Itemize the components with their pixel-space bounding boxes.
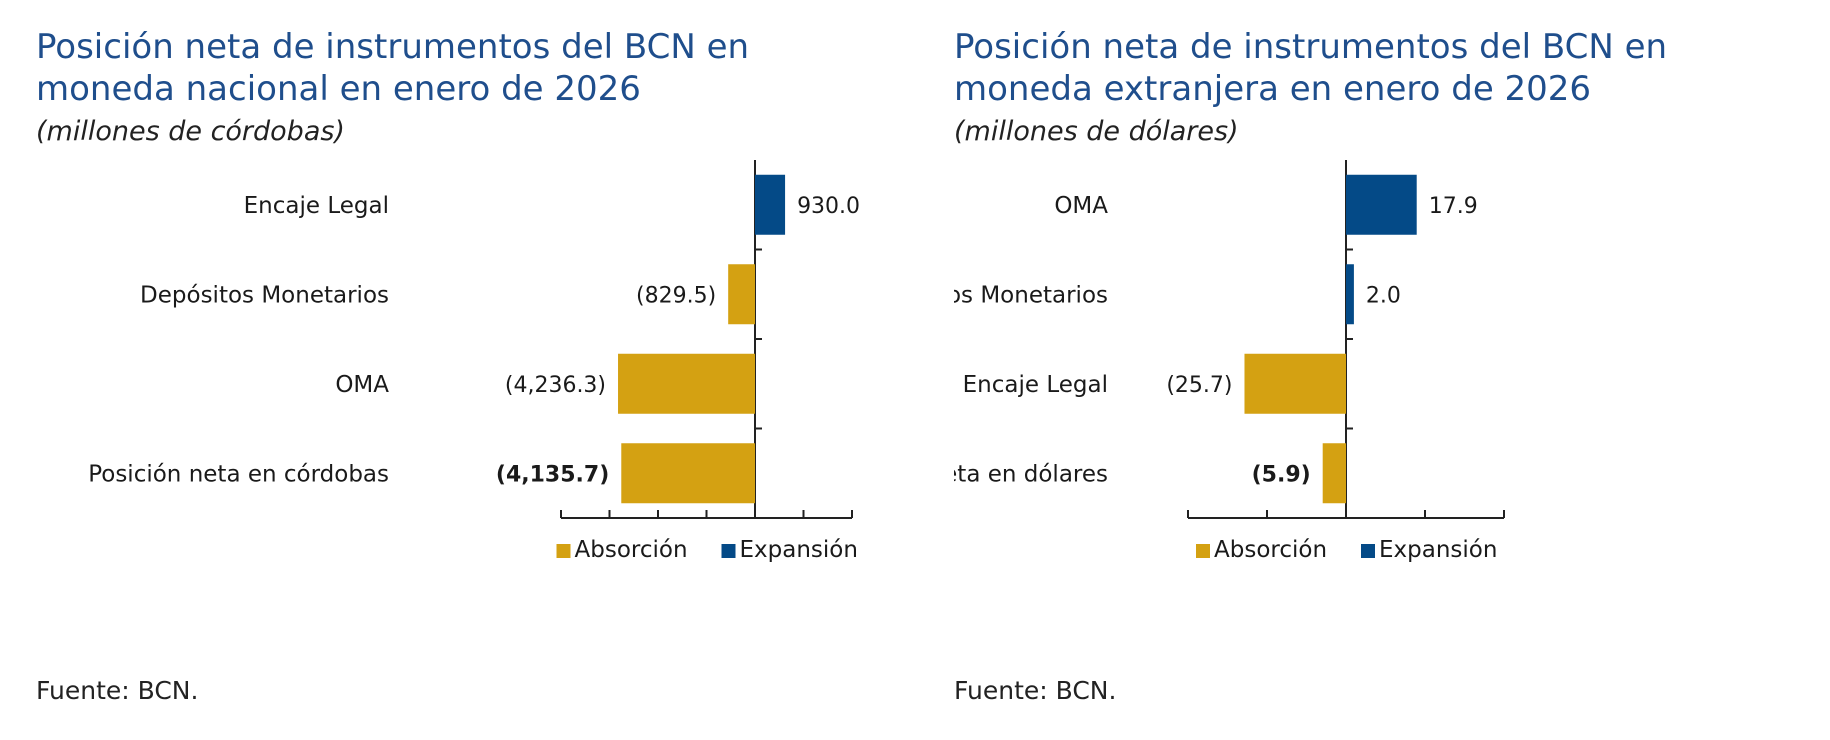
bar-chart-extranjera: OMA 17.9 Depósitos Monetarios 2.0 Encaje Leg… [954,160,1505,563]
chart-source: Fuente: BCN. [954,676,1117,705]
chart-panel-extranjera: Posición neta de instrumentos del BCN en… [954,0,1830,740]
chart-subtitle: (millones de córdobas) [36,116,345,147]
legend-label-expansion: Expansión [740,537,858,563]
data-label: (4,236.3) [505,373,606,398]
category-label: Encaje Legal [963,372,1108,398]
data-label: 930.0 [797,194,860,219]
bar [728,264,755,325]
legend-swatch-absorption [1196,544,1210,558]
chart-title: Posición neta de instrumentos del BCN en… [36,27,750,109]
legend-swatch-absorption [556,544,571,558]
category-label: OMA [1054,193,1108,219]
bar [1346,264,1354,325]
legend-label-expansion: Expansión [1379,537,1497,563]
chart-title: Posición neta de instrumentos del BCN en… [954,27,1668,109]
data-label: 2.0 [1366,283,1401,308]
bar [755,174,786,235]
chart-panel-nacional: Posición neta de instrumentos del BCN en… [36,0,936,740]
legend-label-absorption: Absorción [575,537,688,563]
category-label: Posición neta en córdobas [88,461,389,487]
legend-swatch-expansion [1361,544,1375,558]
category-label: Posición neta en dólares [954,461,1108,487]
bar [618,353,755,414]
chart-source: Fuente: BCN. [36,676,199,705]
category-label: Encaje Legal [244,193,389,219]
chart-subtitle: (millones de dólares) [954,116,1239,147]
category-label: OMA [335,372,389,398]
bar [1322,443,1346,504]
legend-swatch-expansion [721,544,736,558]
data-label: (5.9) [1252,462,1311,487]
bar-chart-nacional: Encaje Legal 930.0 Depósitos Monetarios (82… [88,160,860,563]
data-label: (25.7) [1166,373,1232,398]
data-label: 17.9 [1429,194,1478,219]
category-label: Depósitos Monetarios [954,282,1108,308]
data-label: (829.5) [636,283,716,308]
bar [1244,353,1346,414]
data-label: (4,135.7) [496,462,609,487]
bar [1346,174,1417,235]
category-label: Depósitos Monetarios [140,282,389,308]
bar [621,443,755,504]
legend-label-absorption: Absorción [1214,537,1327,563]
